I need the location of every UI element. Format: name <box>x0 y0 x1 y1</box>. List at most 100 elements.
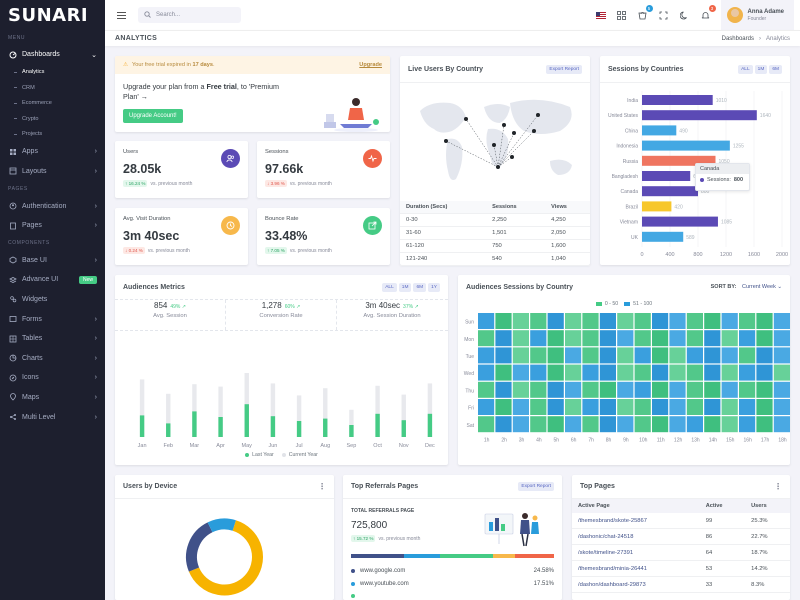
heatmap-cell <box>478 347 495 364</box>
heatmap-cell <box>773 347 790 364</box>
heatmap-cell <box>756 399 773 415</box>
top-referrals-card: Top Referrals Pages Export Report TOTAL … <box>343 475 562 600</box>
data-label: 1050 <box>719 159 730 165</box>
more-options-icon[interactable]: ⋮ <box>318 482 326 491</box>
more-options-icon[interactable]: ⋮ <box>774 482 782 491</box>
page-link[interactable]: /skote/timeline-27391 <box>578 549 634 556</box>
sidebar-item-maps[interactable]: Maps › <box>0 388 105 408</box>
range-all-button[interactable]: ALL <box>738 64 753 74</box>
legend-current-year[interactable]: Current Year <box>281 452 318 458</box>
data-label: 1255 <box>733 144 744 150</box>
category-label: UK <box>631 235 639 241</box>
heatmap-cell <box>669 381 686 398</box>
sidebar-item-advance-ui[interactable]: Advance UI New <box>0 270 105 290</box>
sidebar-item-widgets[interactable]: Widgets <box>0 290 105 310</box>
metric-pct: 49% ↗ <box>170 304 186 310</box>
heatmap-cell <box>478 381 495 398</box>
page-link[interactable]: /themesbrand/minia-26441 <box>578 565 647 572</box>
clock-icon <box>221 216 240 235</box>
fullscreen-icon[interactable] <box>658 9 670 21</box>
cart-icon[interactable]: 5 <box>637 5 653 21</box>
heatmap-cell <box>773 364 790 381</box>
map-markers <box>444 113 540 169</box>
breadcrumb-parent[interactable]: Dashboards <box>721 35 754 42</box>
sidebar-item-dashboards[interactable]: Dashboards ⌄ <box>0 45 105 65</box>
table-cell: 53 <box>699 560 746 577</box>
bar <box>642 216 718 227</box>
moon-icon[interactable] <box>679 9 691 21</box>
heatmap-cell <box>582 347 599 364</box>
stack-icon <box>8 275 17 284</box>
sidebar-item-charts[interactable]: Charts › <box>0 348 105 368</box>
sidebar-item-label: Apps <box>22 148 38 156</box>
sidebar-subitem-analytics[interactable]: Analytics <box>0 65 105 81</box>
us-flag-icon[interactable] <box>595 9 607 21</box>
heatmap-cell <box>582 330 599 347</box>
sidebar-subitem-ecommerce[interactable]: Ecommerce <box>0 96 105 112</box>
bar-last-year <box>323 418 328 437</box>
table-cell: 1,501 <box>486 226 546 240</box>
upgrade-link[interactable]: Upgrade <box>359 62 382 68</box>
user-circle-icon <box>8 202 17 211</box>
chart-tooltip: Canada Sessions: 800 <box>695 163 750 191</box>
heatmap-cell <box>756 347 773 364</box>
bell-icon[interactable]: 3 <box>700 5 716 21</box>
sidebar-subitem-crypto[interactable]: Crypto <box>0 111 105 127</box>
table-header-row: Active Page Active Users <box>572 499 790 513</box>
sidebar-item-forms[interactable]: Forms › <box>0 309 105 329</box>
hamburger-menu-icon[interactable] <box>117 11 126 19</box>
legend-51-100[interactable]: 51 - 100 <box>624 301 652 307</box>
heatmap-cell <box>565 381 582 398</box>
legend-last-year[interactable]: Last Year <box>245 452 274 458</box>
live-users-card: Live Users By Country Export Report Dura… <box>400 56 590 266</box>
legend-0-50[interactable]: 0 - 50 <box>595 301 618 307</box>
apps-grid-icon[interactable] <box>616 9 628 21</box>
sidebar-subitem-crm[interactable]: CRM <box>0 80 105 96</box>
card-title: Audiences Sessions by Country <box>466 283 573 291</box>
page-link[interactable]: /dashon/dashboard-29873 <box>578 581 646 588</box>
heatmap-cell <box>773 330 790 347</box>
stat-card-users: Users 28.05k ↑ 16.24 % vs. previous month <box>115 141 248 198</box>
sidebar-item-pages[interactable]: Pages › <box>0 216 105 236</box>
sidebar-item-icons[interactable]: Icons › <box>0 368 105 388</box>
export-report-button[interactable]: Export Report <box>546 64 582 74</box>
export-report-button[interactable]: Export Report <box>518 482 554 491</box>
table-row: 31-60 1,501 2,050 <box>400 226 590 240</box>
heatmap-cell <box>739 399 756 415</box>
brand-logo[interactable]: SUNARI <box>0 0 105 30</box>
range-6m-button[interactable]: 6M <box>413 282 427 292</box>
heatmap-cell <box>599 313 616 329</box>
heatmap-cell <box>773 381 790 398</box>
trial-text: Your free trial expired in 17 days. <box>132 62 215 68</box>
sidebar-subitem-projects[interactable]: Projects <box>0 127 105 143</box>
range-6m-button[interactable]: 6M <box>769 64 782 74</box>
page-link[interactable]: /themesbrand/skote-25867 <box>578 517 647 524</box>
sidebar-item-apps[interactable]: Apps › <box>0 142 105 162</box>
user-profile-dropdown[interactable]: Anna Adame Founder <box>720 0 794 30</box>
sort-dropdown[interactable]: SORT BY: Current Week ⌄ <box>710 284 782 290</box>
range-1m-button[interactable]: 1M <box>398 282 412 292</box>
metric-label: Conversion Rate <box>259 313 303 319</box>
list-item[interactable]: www.youtube.com 17.51% <box>351 578 554 591</box>
upgrade-account-button[interactable]: Upgrade Account! <box>123 109 183 123</box>
range-1m-button[interactable]: 1M <box>754 64 768 74</box>
search-input[interactable]: Search... <box>138 7 241 23</box>
list-item[interactable]: www.google.com 24.58% <box>351 565 554 578</box>
range-1y-button[interactable]: 1Y <box>428 282 440 292</box>
sidebar-item-layouts[interactable]: Layouts › <box>0 162 105 182</box>
sidebar-item-tables[interactable]: Tables › <box>0 329 105 349</box>
list-item[interactable] <box>351 590 554 600</box>
stat-change: ↑ 16.24 % vs. previous month <box>123 180 240 187</box>
range-all-button[interactable]: ALL <box>382 282 397 292</box>
heatmap-cell <box>617 313 634 329</box>
sidebar-item-multi-level[interactable]: Multi Level › <box>0 407 105 427</box>
sidebar-item-base-ui[interactable]: Base UI › <box>0 250 105 270</box>
sidebar-item-authentication[interactable]: Authentication › <box>0 196 105 216</box>
share-icon <box>8 413 17 422</box>
x-tick-label: 2000 <box>776 252 788 258</box>
card-title: Audiences Metrics <box>123 283 185 291</box>
table-cell: 22.7% <box>745 528 790 545</box>
data-label: 420 <box>674 204 683 210</box>
page-link[interactable]: /dashonic/chat-24518 <box>578 533 634 540</box>
table-cell: 4,250 <box>545 213 590 227</box>
